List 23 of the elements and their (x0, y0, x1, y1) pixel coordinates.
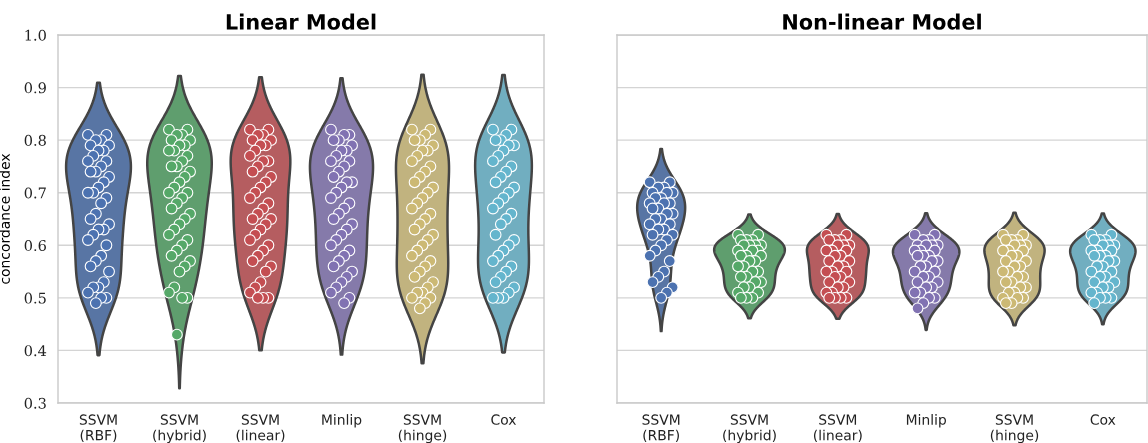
chart-title: Linear Model (226, 13, 376, 30)
y-tick-label: 0.9 (24, 82, 46, 94)
y-tick-label: 1.0 (25, 29, 46, 41)
x-tick-label: SSVM (RBF) (642, 414, 680, 443)
x-tick-label: SSVM (hinge) (398, 414, 447, 443)
x-tick-label: SSVM (hinge) (990, 414, 1039, 443)
x-tick-label: Cox (491, 414, 517, 425)
y-tick-label: 0.5 (24, 292, 46, 304)
x-tick-label: SSVM (linear) (813, 414, 862, 443)
y-tick-label: 0.6 (24, 240, 46, 252)
chart-title: Non-linear Model (783, 13, 981, 30)
y-tick-label: 0.7 (24, 187, 46, 199)
y-tick-label: 0.8 (24, 134, 46, 146)
y-tick-label: 0.3 (24, 397, 46, 409)
x-tick-label: Cox (1090, 414, 1116, 425)
x-tick-label: Minlip (322, 414, 362, 428)
y-tick-label: 0.4 (24, 345, 47, 357)
x-tick-label: SSVM (RBF) (79, 414, 117, 443)
x-tick-label: SSVM (hybrid) (723, 414, 776, 443)
x-tick-label: SSVM (hybrid) (153, 414, 206, 443)
x-tick-label: SSVM (linear) (236, 414, 285, 443)
x-tick-label: Minlip (906, 414, 946, 428)
y-axis-title: concordance index (0, 153, 10, 284)
